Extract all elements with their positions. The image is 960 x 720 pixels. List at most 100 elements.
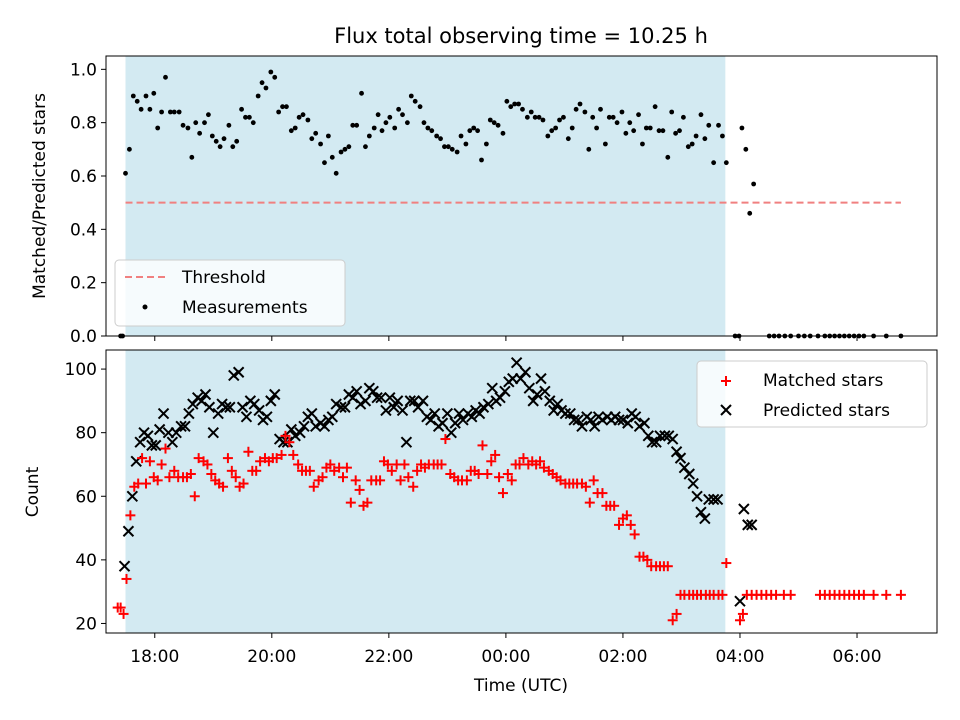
predicted-star-point [457,414,469,426]
predicted-star-point [473,407,486,420]
matched-star-point [440,434,451,445]
measurement-point [259,80,265,86]
legend-threshold-label: Threshold [181,268,266,288]
measurement-point [300,112,306,118]
predicted-star-point [568,414,580,426]
measurement-point [276,109,282,115]
predicted-star-point [248,398,260,410]
matched-star-point [609,500,620,511]
measurement-point [582,109,588,115]
predicted-star-point [269,388,281,401]
measurement-point [619,109,625,115]
x-tick-label: 22:00 [364,647,413,667]
measurement-point [475,128,481,134]
measurement-point [643,125,649,131]
predicted-star-point [187,398,199,410]
matched-star-point [403,472,414,483]
matched-star-point [341,462,352,473]
measurement-point [660,128,666,134]
matched-star-point [140,478,151,489]
measurement-point [268,69,274,75]
matched-star-point [276,449,287,460]
predicted-star-point [298,420,310,433]
measurement-point [185,125,191,131]
matched-star-point [737,608,748,619]
predicted-star-point [486,382,498,394]
matched-star-point [137,453,148,464]
predicted-star-point [285,423,298,436]
matched-star-point [222,453,233,464]
predicted-star-point [691,490,703,502]
matched-star-point [629,529,640,540]
bottom-axes-frame [105,349,938,634]
measurement-point [569,125,575,131]
predicted-star-point [118,560,131,572]
measurement-point [606,114,612,120]
matched-star-point [667,615,678,626]
predicted-star-point [277,436,290,448]
predicted-star-point [404,395,417,407]
measurement-point [711,160,717,166]
measurement-point [202,120,207,126]
predicted-star-point [559,407,572,420]
predicted-star-point [199,388,212,401]
matched-star-point [284,437,295,448]
predicted-star-point [240,411,253,423]
matched-star-point [535,456,546,467]
measurement-point [408,93,414,99]
measurement-point [702,136,708,142]
predicted-stars-points [118,357,758,607]
measurement-point [313,130,319,136]
measurement-point [669,109,675,115]
predicted-star-point [588,420,601,433]
bottom-y-tick-label: 60 [75,487,97,507]
predicted-star-point [212,407,224,420]
measurement-point [706,122,712,128]
measurement-point [561,114,566,120]
predicted-star-point [367,385,379,398]
x-tick-label: 04:00 [715,647,764,667]
matched-star-point [518,453,529,464]
matched-star-point [717,589,728,600]
measurement-point [305,117,311,123]
measurement-point [342,146,348,152]
matched-star-point [502,469,513,480]
measurement-point [438,136,443,142]
measurement-point [545,133,551,139]
predicted-star-point [544,395,556,407]
predicted-star-point [687,477,699,490]
measurement-point [171,109,177,115]
x-tick-label: 06:00 [833,647,882,667]
matched-star-point [473,469,484,480]
measurement-point [159,109,164,115]
matched-star-point [642,554,653,565]
measurement-point [197,130,203,136]
matched-star-point [868,589,879,600]
matched-star-point [490,449,501,460]
top-axes-frame [105,55,938,337]
predicted-star-point [441,407,454,420]
predicted-star-point [175,420,187,433]
bottom-x-axis-ticks: 18:00 20:00 22:00 00:00 02:00 04:00 06:00 [130,633,882,667]
measurement-point [516,101,521,107]
measurement-point [553,125,559,131]
measurement-point [366,133,372,139]
measurement-point [127,146,132,152]
measurement-point [284,104,289,110]
matched-star-point [625,519,636,530]
measurement-point [598,106,603,112]
predicted-star-point [683,468,695,480]
matched-star-point [185,469,196,480]
measurement-point [536,114,542,120]
measurement-point [693,133,699,139]
predicted-star-point [183,407,195,420]
predicted-star-point [678,461,691,474]
legend-matched-swatch [721,376,731,386]
predicted-star-point [224,401,236,413]
predicted-star-point [142,430,154,442]
predicted-star-point [335,401,347,413]
measurement-point [520,106,525,112]
measurement-point [363,144,368,150]
predicted-star-point [519,366,532,378]
predicted-star-point [371,391,383,404]
